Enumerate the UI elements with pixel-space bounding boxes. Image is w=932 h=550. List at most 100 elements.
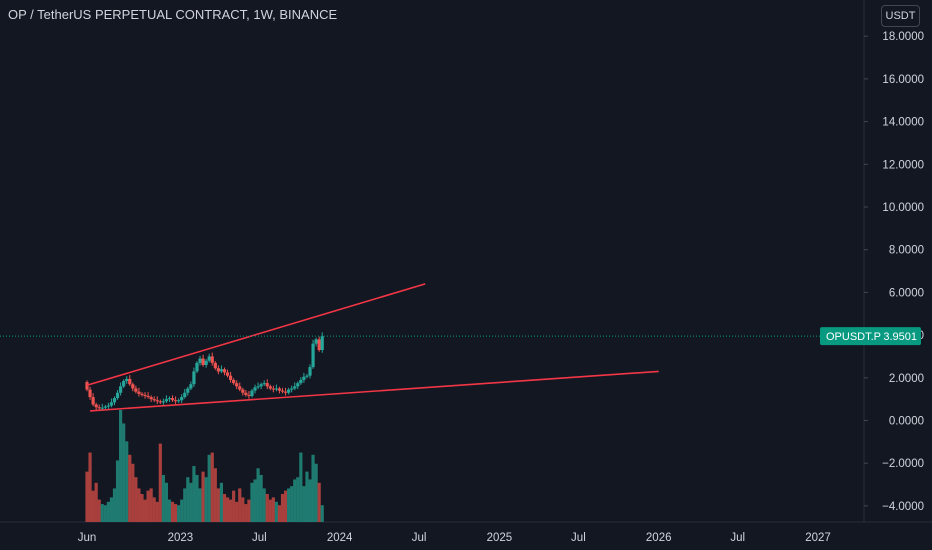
candle-body: [161, 401, 165, 403]
candle-body: [109, 402, 114, 406]
volume-bar: [262, 488, 266, 522]
volume-bar: [152, 497, 156, 522]
candle-body: [100, 407, 104, 409]
candle-body: [189, 384, 193, 389]
candle-body: [186, 388, 190, 393]
candle-body: [280, 390, 285, 392]
currency-button[interactable]: USDT: [881, 5, 920, 27]
candle-body: [192, 371, 196, 385]
candle-body: [167, 398, 172, 400]
candle-body: [195, 362, 199, 372]
volume-bar: [274, 501, 279, 522]
volume-bar: [167, 499, 172, 522]
volume-bar: [158, 443, 162, 522]
lower-trendline[interactable]: [89, 370, 659, 412]
candle-body: [302, 376, 306, 380]
volume-bar: [85, 471, 89, 522]
volume-bar: [222, 494, 227, 522]
candle-body: [305, 375, 309, 377]
volume-bar: [320, 505, 324, 522]
volume-bar: [173, 504, 178, 522]
volume-bar: [195, 474, 199, 522]
volume-bar: [146, 490, 150, 522]
volume-bar: [314, 463, 318, 522]
candle-body: [164, 399, 169, 402]
candle-body: [293, 386, 297, 389]
volume-bar: [119, 410, 123, 522]
volume-bar: [317, 482, 321, 522]
y-tick-label: 6.0000: [889, 287, 924, 299]
volume-bar: [210, 452, 214, 522]
volume-bar: [170, 501, 175, 522]
volume-bar: [143, 499, 147, 522]
candle-body: [262, 383, 266, 385]
y-tick-label: 2.0000: [889, 373, 924, 385]
volume-bar: [296, 477, 300, 522]
volume-bar: [290, 486, 294, 522]
volume-bar: [219, 482, 224, 522]
y-tick-label: 12.0000: [882, 159, 924, 171]
candle-body: [253, 387, 257, 391]
candle-body: [311, 343, 315, 368]
x-tick-label: 2027: [805, 532, 831, 544]
candle-body: [115, 392, 120, 399]
candle-body: [283, 391, 288, 393]
volume-bar: [140, 494, 144, 522]
volume-bar: [247, 499, 251, 522]
x-tick-label: Jun: [78, 532, 97, 544]
volume-bar: [244, 504, 248, 522]
candle-body: [173, 400, 178, 402]
candle-body: [91, 397, 95, 405]
volume-bar: [302, 486, 306, 522]
volume-bar: [106, 501, 110, 522]
candle-body: [274, 388, 279, 390]
candle-body: [232, 379, 236, 384]
upper-trendline[interactable]: [86, 283, 426, 387]
candle-body: [241, 389, 245, 393]
volume-bar: [115, 460, 120, 522]
volume-bar: [122, 423, 126, 522]
candle-body: [256, 386, 260, 388]
y-tick-label: 10.0000: [882, 202, 924, 214]
candle-body: [219, 369, 224, 372]
candle-body: [216, 368, 220, 372]
candle-body: [125, 378, 129, 382]
candle-body: [152, 399, 156, 401]
candle-body: [119, 386, 123, 393]
candle-body: [228, 375, 233, 380]
candle-body: [85, 382, 89, 390]
volume-bar: [299, 452, 303, 522]
volume-bar: [161, 474, 165, 522]
volume-bar: [241, 497, 245, 522]
candle-body: [271, 388, 275, 390]
volume-bar: [103, 505, 107, 522]
candle-body: [268, 386, 272, 389]
candle-body: [250, 390, 254, 396]
volume-bar: [238, 488, 242, 522]
volume-bar: [97, 499, 101, 522]
x-tick-label: Jul: [730, 532, 745, 544]
x-tick-label: 2023: [168, 532, 194, 544]
candle-body: [299, 379, 303, 384]
volume-bar: [283, 490, 288, 522]
candle-body: [122, 381, 126, 387]
candle-body: [134, 388, 138, 392]
volume-bar: [305, 471, 309, 522]
volume-bar: [183, 488, 187, 522]
candle-body: [177, 400, 181, 402]
last-price-symbol: OPUSDT.P: [826, 331, 881, 343]
candle-body: [287, 389, 291, 393]
volume-bar: [189, 482, 193, 522]
candle-body: [277, 388, 282, 391]
volume-bar: [265, 494, 269, 522]
y-tick-label: −2.0000: [882, 458, 924, 470]
x-tick-label: 2026: [646, 532, 672, 544]
y-tick-label: 14.0000: [882, 117, 924, 129]
candle-body: [94, 404, 98, 408]
volume-bar: [204, 477, 208, 522]
volume-bar: [109, 497, 114, 522]
volume-bar: [149, 488, 153, 522]
candle-body: [149, 397, 153, 400]
